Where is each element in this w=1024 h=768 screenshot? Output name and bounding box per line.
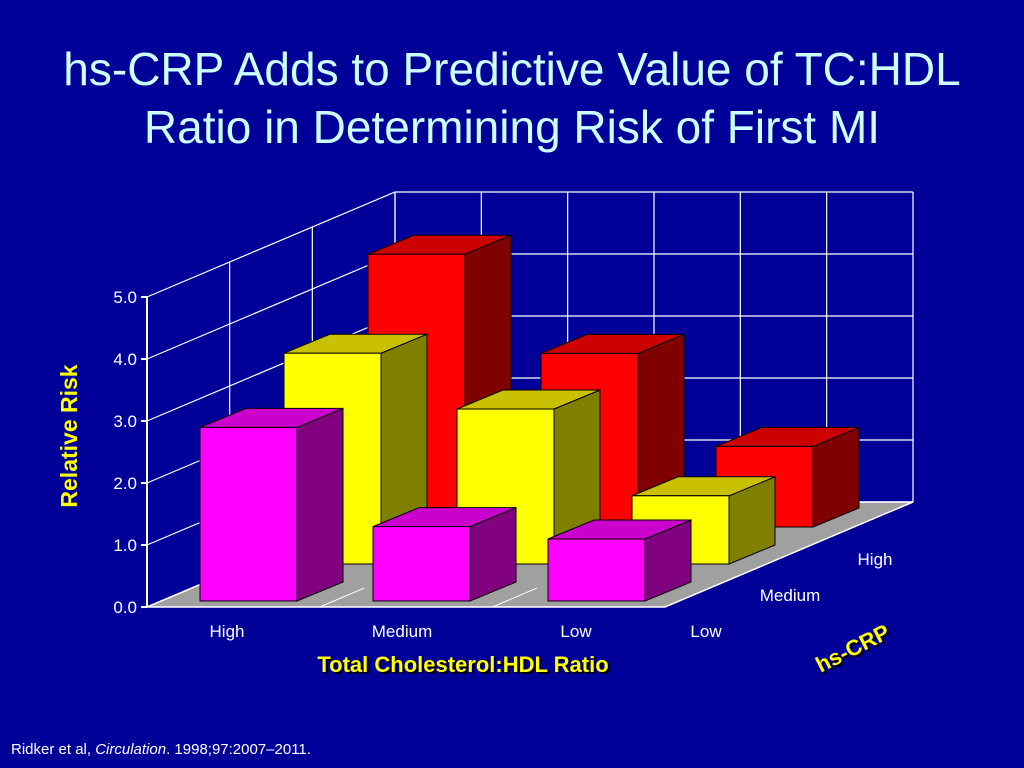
chart-axes: 0.0 1.0 2.0 3.0 4.0 5.0 High Medium Low Low Medium… bbox=[113, 288, 892, 641]
z-tick-label: Low bbox=[690, 622, 722, 641]
citation-authors: Ridker et al, bbox=[11, 741, 96, 758]
gridline-y-5 bbox=[146, 191, 913, 298]
y-tick-label: 3.0 bbox=[113, 412, 137, 431]
gridline-y-4 bbox=[146, 253, 913, 360]
y-tick-label: 0.0 bbox=[113, 598, 137, 617]
citation-details: . 1998;97:2007–2011. bbox=[166, 741, 311, 758]
y-tick-label: 5.0 bbox=[113, 288, 137, 307]
x-tick-label: Medium bbox=[372, 622, 432, 641]
y-axis-title: Relative Risk bbox=[56, 364, 82, 507]
bar-front bbox=[547, 538, 646, 602]
title-line-1: hs-CRP Adds to Predictive Value of TC:HD… bbox=[63, 43, 961, 95]
bar-medium-medium bbox=[456, 389, 601, 565]
y-tick-label: 4.0 bbox=[113, 350, 137, 369]
bar-side bbox=[296, 407, 344, 602]
bar-front bbox=[372, 526, 471, 602]
citation: Ridker et al, Circulation. 1998;97:2007–… bbox=[11, 741, 311, 758]
citation-journal: Circulation bbox=[95, 741, 167, 758]
x-tick-label: Low bbox=[560, 622, 592, 641]
bar-low-low bbox=[547, 519, 692, 602]
x-axis-title-shadow: Total Cholesterol:HDL Ratio bbox=[319, 654, 610, 679]
z-tick-label: High bbox=[858, 550, 893, 569]
x-tick-label: High bbox=[210, 622, 245, 641]
bar-low-high bbox=[199, 407, 344, 602]
bar-front bbox=[199, 426, 298, 602]
bar-low-medium bbox=[372, 506, 517, 602]
x-axis-title: Total Cholesterol:HDL Ratio bbox=[317, 652, 608, 677]
chart-bars bbox=[199, 234, 860, 602]
floor-tick-2 bbox=[492, 587, 538, 608]
title-line-2: Ratio in Determining Risk of First MI bbox=[143, 101, 881, 153]
z-tick-label: Medium bbox=[760, 586, 820, 605]
slide-title: hs-CRP Adds to Predictive Value of TC:HD… bbox=[0, 40, 1024, 156]
y-tick-label: 1.0 bbox=[113, 536, 137, 555]
y-tick-label: 2.0 bbox=[113, 474, 137, 493]
floor-tick-1 bbox=[319, 587, 365, 608]
